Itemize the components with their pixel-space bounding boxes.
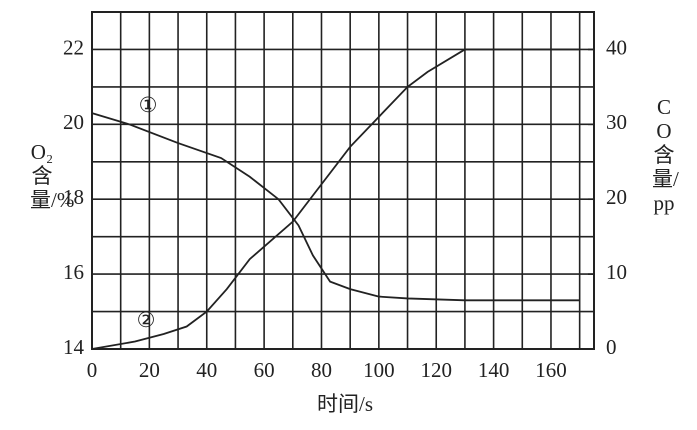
annotation: ① [139,93,158,117]
y-tick-label: 14 [63,335,85,359]
y-tick-label: 16 [63,260,84,284]
x-tick-label: 0 [87,358,98,382]
y2-tick-label: 0 [606,335,617,359]
y2-axis-label: CO含量/pp [652,95,679,215]
x-axis-label: 时间/s [317,392,373,416]
data-line [91,48,580,350]
plot-frame [91,11,595,350]
x-tick-label: 80 [311,358,332,382]
y2-tick-label: 10 [606,260,627,284]
y2-tick-label: 30 [606,110,627,134]
x-tick-label: 40 [196,358,217,382]
x-tick-label: 100 [363,358,395,382]
y-tick-label: 18 [63,185,84,209]
data-line [91,112,580,302]
x-tick-label: 120 [420,358,452,382]
x-tick-label: 20 [139,358,160,382]
x-tick-label: 160 [535,358,567,382]
y-axis-label: O₂含量/% [30,140,75,212]
y-tick-label: 22 [63,35,84,59]
y-tick-label: 20 [63,110,84,134]
x-tick-label: 140 [478,358,510,382]
y2-tick-label: 40 [606,35,627,59]
annotation: ② [137,308,156,332]
y2-tick-label: 20 [606,185,627,209]
x-tick-label: 60 [254,358,275,382]
